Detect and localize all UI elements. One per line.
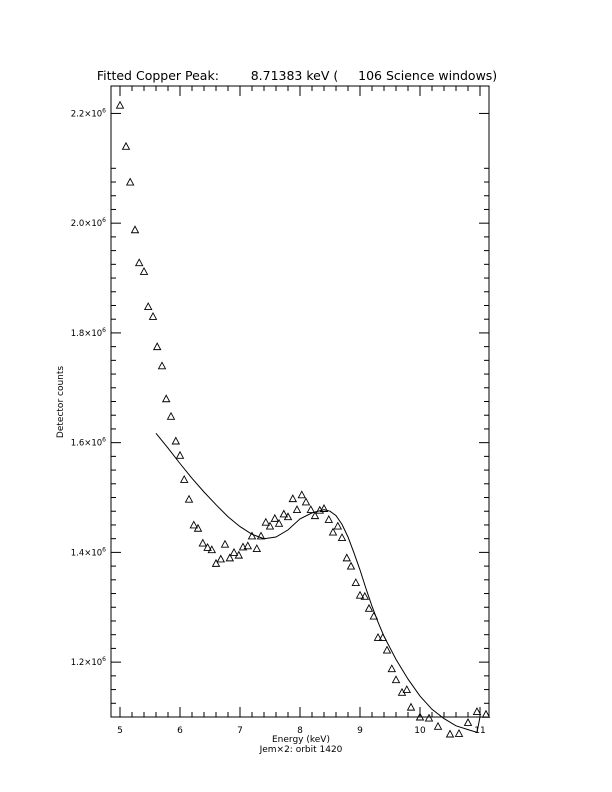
data-point [351, 578, 361, 587]
data-point [433, 721, 443, 730]
data-point [360, 591, 370, 600]
data-point [337, 533, 347, 542]
data-point [243, 541, 253, 550]
data-point [454, 729, 464, 737]
data-point [238, 542, 248, 551]
data-point [306, 505, 316, 514]
y-tick-label: 2.2×106 [71, 107, 106, 119]
data-point [406, 702, 416, 711]
data-point [175, 450, 185, 459]
data-point [391, 675, 401, 684]
data-point [143, 302, 153, 311]
data-point [424, 713, 434, 722]
axis-ticks [111, 86, 489, 718]
data-point [179, 474, 189, 483]
data-point [364, 603, 374, 612]
data-point [229, 547, 239, 556]
data-point [166, 411, 176, 420]
data-point [203, 543, 212, 551]
data-point [402, 685, 412, 694]
data-point [252, 544, 262, 553]
data-point [301, 497, 311, 506]
x-axis-label: Energy (keV) [272, 735, 330, 745]
data-point [152, 342, 162, 351]
data-point [319, 504, 329, 512]
data-point [139, 267, 149, 275]
y-tick-labels: 1.2×106 1.4×106 1.6×106 1.8×106 2.0×106 2.2×1… [71, 107, 106, 668]
chart-title: Fitted Copper Peak: 8.71383 keV ( 106 Sc… [97, 68, 497, 83]
data-point [481, 709, 491, 718]
data-point [193, 523, 203, 532]
x-tick-label: 8 [297, 726, 303, 736]
data-point [382, 645, 392, 654]
data-point [148, 312, 158, 320]
data-point [415, 712, 425, 721]
data-point [265, 521, 275, 530]
y-tick-label: 2.0×106 [71, 217, 106, 229]
data-point [125, 177, 135, 186]
data-series [115, 100, 491, 738]
x-tick-label: 7 [237, 726, 243, 736]
x-tick-label: 9 [357, 726, 363, 736]
data-point [342, 553, 352, 562]
data-point [333, 521, 343, 530]
data-point [472, 707, 482, 715]
y-tick-label: 1.2×106 [71, 656, 106, 668]
data-point [445, 729, 455, 738]
data-point [346, 561, 356, 570]
data-point [211, 558, 221, 567]
y-tick-label: 1.6×106 [71, 437, 106, 449]
x-tick-label: 11 [474, 726, 485, 736]
data-point [279, 509, 289, 518]
data-point [373, 632, 383, 641]
y-axis-label: Detector counts [56, 366, 66, 438]
fit-curve [155, 432, 481, 734]
data-point [274, 518, 284, 527]
data-point [234, 550, 244, 559]
data-point [216, 554, 226, 563]
data-point [297, 490, 307, 499]
data-point [225, 553, 235, 562]
data-point [184, 494, 194, 503]
data-point [198, 538, 208, 547]
data-point [247, 531, 257, 540]
data-point [283, 512, 293, 521]
data-point [463, 718, 473, 726]
data-point [115, 100, 125, 109]
data-point [270, 513, 280, 522]
x-tick-label: 5 [117, 726, 123, 736]
chart-footer: Jem×2: orbit 1420 [259, 745, 343, 755]
data-point [256, 531, 266, 540]
data-point [220, 539, 230, 548]
x-tick-label: 6 [177, 726, 183, 736]
x-tick-labels: 5 6 7 8 9 10 11 [117, 726, 486, 736]
data-point [161, 394, 171, 403]
data-point [261, 517, 271, 526]
data-point [355, 590, 365, 599]
data-point [189, 520, 199, 529]
data-point [134, 258, 144, 267]
data-point [157, 361, 167, 370]
data-point [387, 664, 397, 673]
data-point [310, 511, 320, 520]
data-point [328, 527, 338, 536]
y-tick-label: 1.8×106 [71, 327, 106, 339]
data-point [130, 225, 140, 234]
x-tick-label: 10 [414, 726, 426, 736]
data-point [121, 141, 131, 150]
y-tick-label: 1.4×106 [71, 546, 106, 558]
data-point [288, 494, 298, 503]
data-point [171, 436, 181, 445]
data-point [292, 505, 302, 514]
data-point [324, 515, 334, 523]
data-point [207, 545, 217, 554]
